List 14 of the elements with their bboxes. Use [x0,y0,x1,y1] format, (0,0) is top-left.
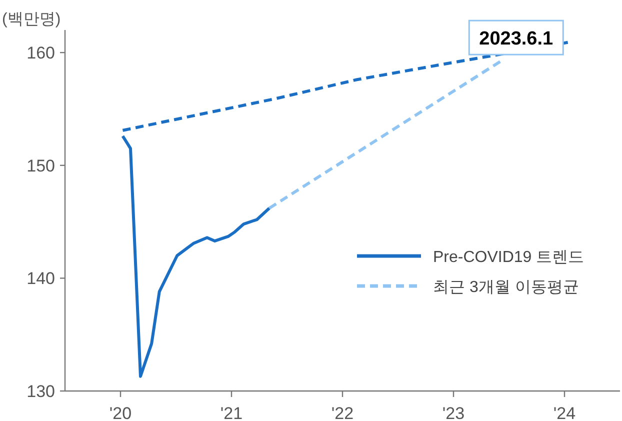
x-tick-label: '24 [553,404,576,421]
legend-label: Pre-COVID19 트렌드 [433,249,584,266]
y-tick-label: 130 [26,382,55,401]
y-tick-label: 140 [26,269,55,288]
x-tick-label: '20 [109,404,132,421]
x-tick-label: '21 [220,404,243,421]
legend-label: 최근 3개월 이동평균 [433,279,579,296]
y-tick-label: 160 [26,44,55,63]
x-tick-label: '23 [442,404,465,421]
line-series [121,134,271,378]
annotation: 2023.6.1 [479,28,554,50]
y-tick-label: 150 [26,156,55,176]
x-tick-label: '22 [331,404,354,421]
y-axis-title: (백만명) [2,11,61,28]
